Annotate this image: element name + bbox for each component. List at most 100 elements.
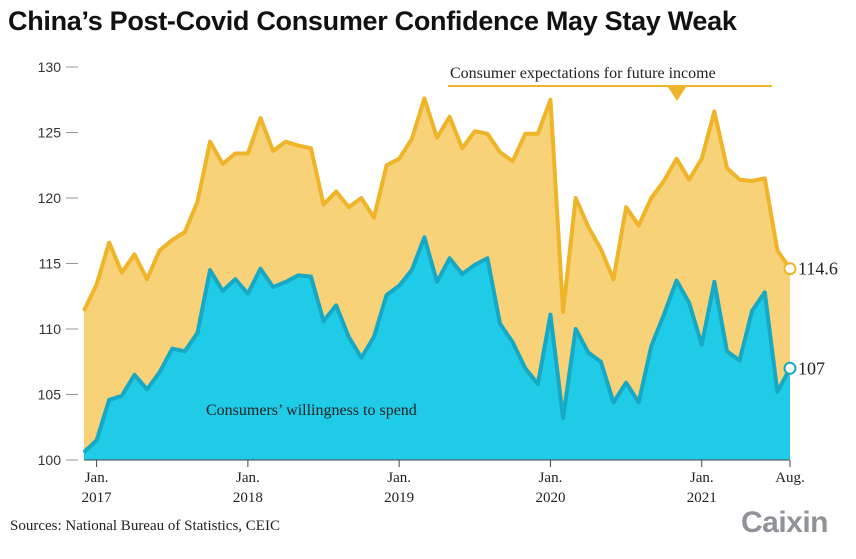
x-tick-month: Jan.: [690, 470, 714, 486]
x-tick-year: 2018: [233, 490, 263, 506]
spend-point: [524, 367, 527, 370]
income-point: [587, 226, 590, 228]
spend-point: [209, 269, 211, 271]
spend-point: [574, 328, 577, 330]
income-point: [700, 157, 703, 160]
spend-point: [461, 273, 464, 275]
y-tick-label: 115: [39, 256, 62, 272]
source-note: Sources: National Bureau of Statistics, …: [10, 518, 280, 534]
income-point: [537, 133, 539, 135]
spend-point: [133, 374, 136, 376]
spend-end-marker: [783, 361, 797, 375]
income-point: [751, 180, 753, 182]
income-point: [360, 197, 363, 199]
spend-point: [83, 451, 85, 453]
spend-end-label: 107: [798, 358, 825, 378]
spend-point: [776, 391, 779, 393]
spend-point: [108, 398, 111, 401]
income-point: [83, 309, 85, 312]
income-end-label: 114.6: [798, 259, 838, 279]
income-point: [335, 190, 337, 193]
y-tick-label: 130: [38, 59, 62, 75]
spend-point: [360, 357, 363, 359]
spend-point: [499, 322, 501, 325]
spend-point: [373, 336, 375, 338]
income-point: [461, 147, 464, 150]
income-point: [713, 110, 716, 113]
spend-point: [398, 284, 400, 287]
y-axis: 100 105 110 115 120 125 130: [38, 59, 78, 468]
spend-point: [549, 313, 552, 316]
income-point: [410, 138, 413, 140]
income-point: [499, 151, 501, 153]
caixin-logo: Caixin: [740, 506, 829, 539]
spend-point: [726, 350, 728, 353]
spend-point: [700, 343, 703, 346]
income-point: [247, 152, 249, 155]
x-tick-month: Jan.: [387, 470, 411, 486]
income-point: [436, 136, 438, 139]
y-tick-label: 100: [38, 452, 62, 468]
income-point: [146, 278, 148, 281]
spend-point: [688, 302, 690, 304]
spend-point: [184, 350, 186, 353]
spend-point: [448, 257, 451, 260]
x-tick-month: Aug.: [775, 470, 805, 486]
spend-point: [600, 360, 602, 363]
income-point: [486, 133, 489, 135]
income-pointer-icon: [668, 87, 686, 101]
spend-point: [146, 388, 148, 391]
x-tick-month: Jan.: [85, 470, 109, 486]
spend-point: [347, 336, 350, 338]
income-point: [121, 271, 123, 274]
spend-point: [196, 332, 199, 334]
income-point: [184, 231, 186, 233]
spend-point: [663, 313, 665, 316]
income-point: [209, 140, 211, 143]
spend-point: [284, 281, 287, 283]
income-point: [373, 216, 375, 219]
spend-point: [474, 264, 476, 266]
spend-point: [763, 291, 766, 294]
income-point: [158, 249, 161, 252]
spend-point: [297, 274, 300, 277]
income-point: [763, 177, 766, 180]
x-tick-year: 2017: [82, 490, 113, 506]
spend-point: [234, 278, 237, 281]
spend-point: [171, 347, 174, 350]
spend-point: [537, 383, 539, 385]
income-point: [322, 203, 325, 206]
income-point: [272, 150, 274, 152]
x-tick-month: Jan.: [539, 470, 563, 486]
income-point: [310, 147, 312, 150]
spend-point: [385, 294, 388, 296]
spend-point: [158, 371, 161, 374]
income-point: [688, 178, 690, 181]
income-point: [637, 224, 640, 227]
income-series-label: Consumer expectations for future income: [450, 65, 716, 82]
income-point: [562, 311, 564, 313]
spend-point: [335, 304, 337, 307]
spend-series-label: Consumers’ willingness to spend: [206, 402, 417, 419]
income-point: [284, 140, 287, 143]
income-end-marker: [783, 262, 797, 276]
income-point: [95, 283, 98, 286]
x-tick-year: 2019: [384, 490, 414, 506]
income-point: [347, 206, 350, 208]
spend-point: [713, 281, 716, 283]
income-point: [297, 144, 300, 147]
y-tick-label: 120: [38, 190, 62, 206]
income-point: [511, 160, 514, 163]
income-point: [474, 130, 476, 132]
spend-point: [272, 286, 274, 288]
spend-point: [95, 439, 98, 442]
income-point: [663, 180, 665, 182]
spend-point: [650, 345, 653, 347]
x-tick-year: 2020: [535, 490, 565, 506]
income-point: [675, 157, 678, 160]
income-point: [221, 163, 224, 165]
spend-point: [587, 351, 590, 354]
y-tick-label: 105: [38, 387, 62, 403]
income-point: [385, 164, 388, 167]
